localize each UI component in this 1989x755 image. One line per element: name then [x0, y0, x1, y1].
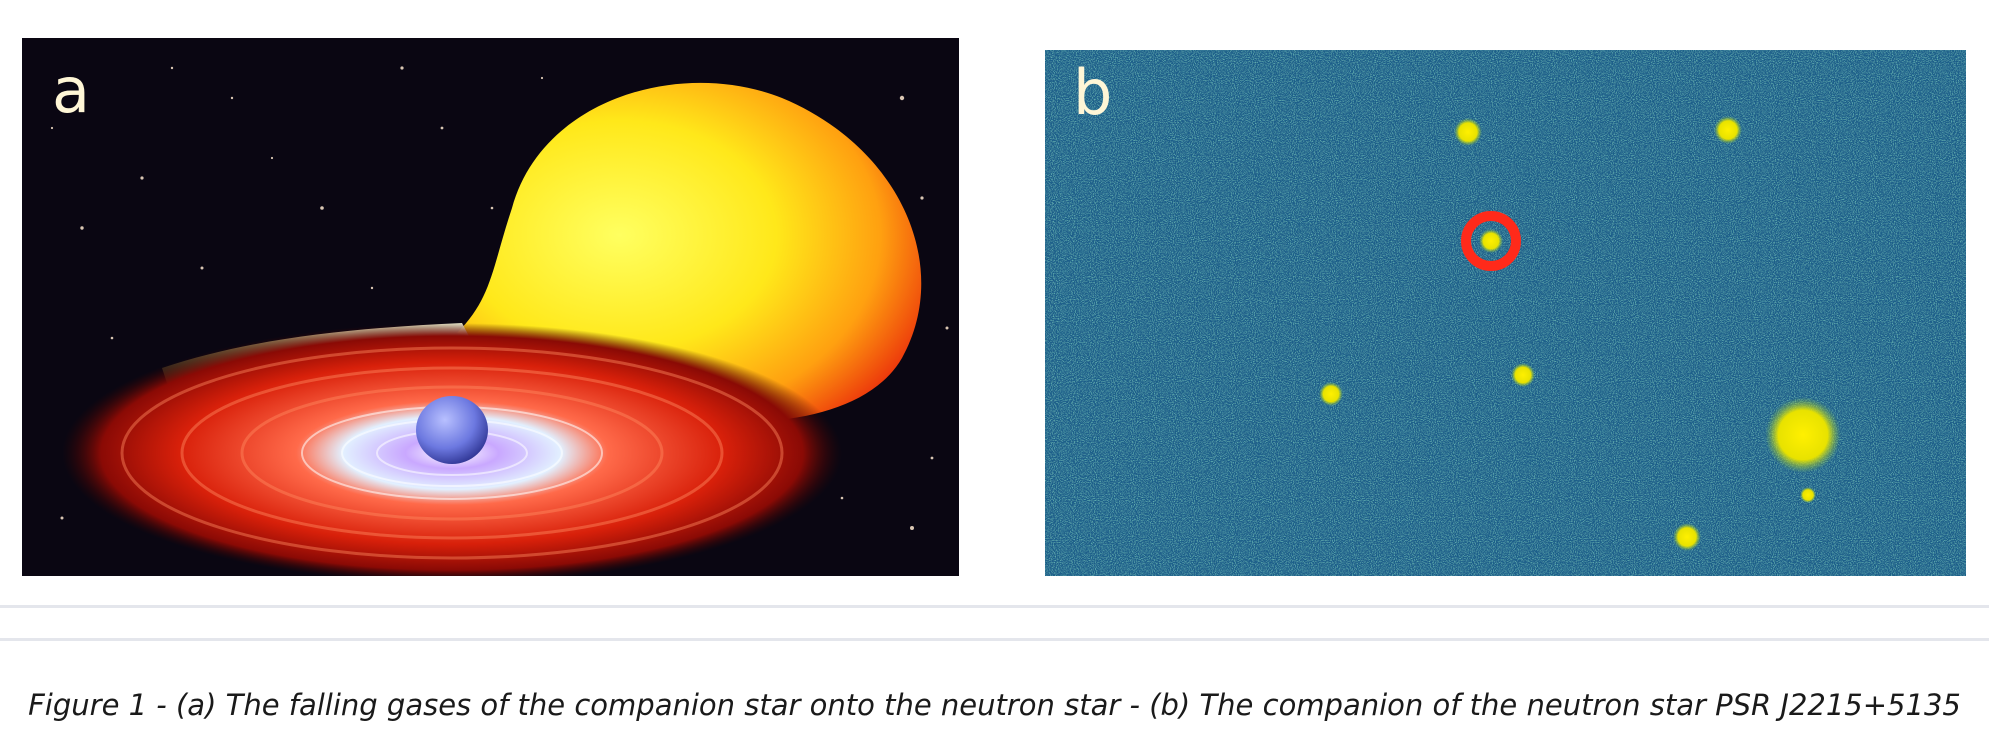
- star-field: [1045, 50, 1966, 576]
- divider-top: [0, 605, 1989, 608]
- accretion-illustration: [50, 66, 949, 576]
- panel-a-illustration: a: [22, 38, 959, 576]
- divider-bottom: [0, 638, 1989, 641]
- panel-a-label: a: [52, 54, 90, 127]
- target-circle-marker: [1461, 211, 1521, 271]
- panel-b-field-image: b: [1045, 50, 1966, 576]
- panel-b-label: b: [1073, 56, 1113, 129]
- figure-caption: Figure 1 - (a) The falling gases of the …: [28, 688, 1961, 722]
